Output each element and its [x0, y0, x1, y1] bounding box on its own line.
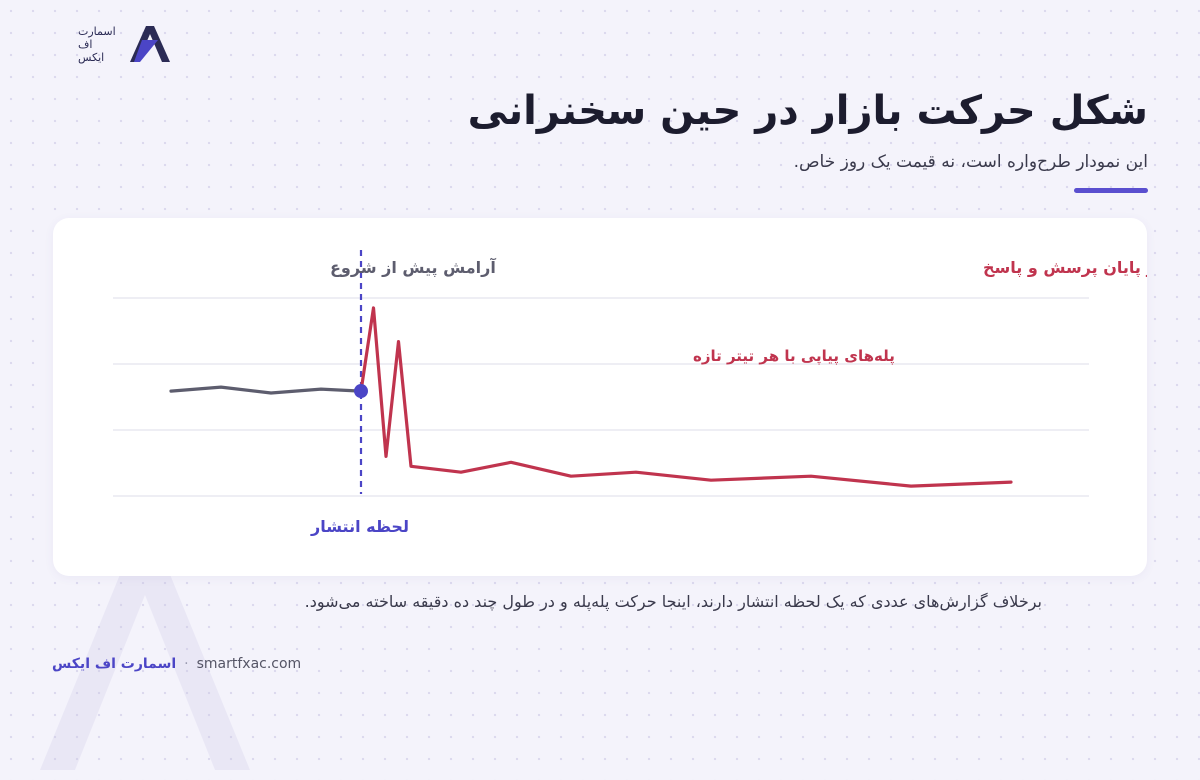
footer-separator: ·	[184, 656, 189, 672]
logo-wordmark: اسمارت اف ایکس	[78, 25, 116, 64]
annotation-release-moment: لحظه انتشار	[310, 517, 409, 536]
footer: اسمارت اف ایکس · smartfxac.com	[52, 656, 301, 672]
logo-line-3: ایکس	[78, 50, 105, 64]
release-point-dot	[354, 384, 368, 399]
series-line-pre-release	[169, 385, 363, 395]
logo-line-1: اسمارت	[78, 24, 116, 38]
chart-footnote: برخلاف گزارش‌های عددی که یک لحظه انتشار …	[304, 592, 1042, 611]
annotation-calm: آرامش پیش از شروع	[330, 257, 496, 278]
logo-mark-icon	[129, 26, 170, 62]
annotation-trend: روند واقعی، پس از پایان پرسش و پاسخ	[983, 258, 1147, 278]
series-line-post-release	[359, 306, 1013, 488]
title-accent-bar	[1074, 188, 1148, 193]
chart-grid	[113, 297, 1089, 497]
chart-card: آرامش پیش از شروع روند واقعی، پس از پایا…	[53, 218, 1147, 576]
annotation-steps: پله‌های پیاپی با هر تیتر تازه	[693, 347, 895, 366]
brand-logo: اسمارت اف ایکس	[78, 22, 176, 66]
chart-series	[169, 250, 1013, 494]
logo-line-2: اف	[78, 37, 93, 51]
chart-svg: آرامش پیش از شروع روند واقعی، پس از پایا…	[113, 250, 1147, 536]
page-subtitle: این نمودار طرح‌واره است، نه قیمت یک روز …	[793, 152, 1148, 172]
footer-brand: اسمارت اف ایکس	[52, 656, 177, 672]
page-title: شکل حرکت بازار در حین سخنرانی	[467, 88, 1148, 134]
footer-url-link[interactable]: smartfxac.com	[196, 656, 302, 672]
